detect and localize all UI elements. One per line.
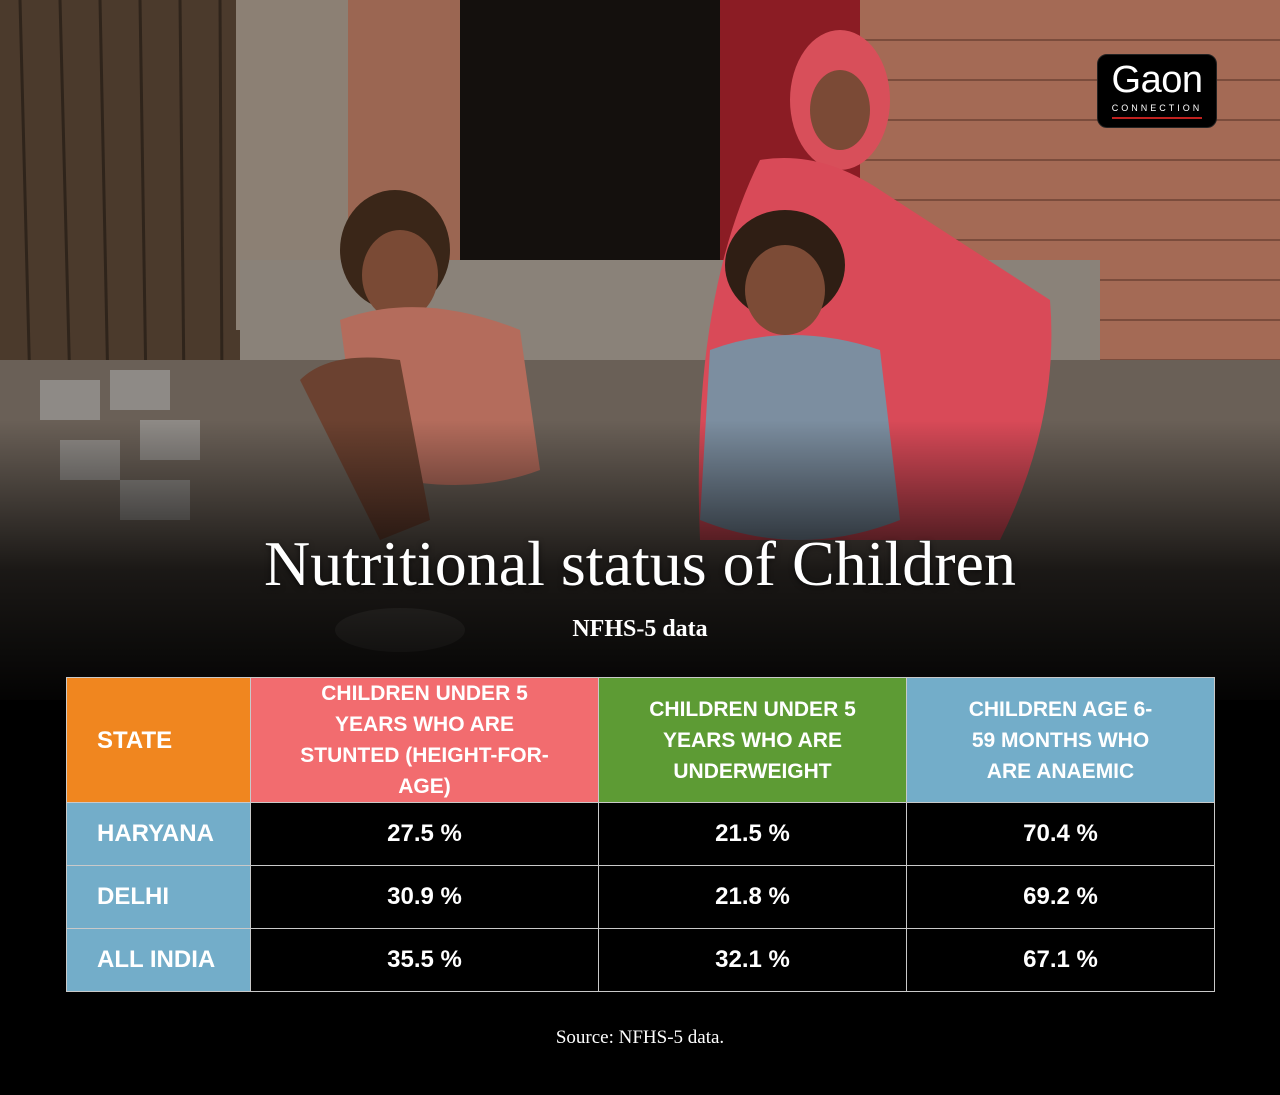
logo-subtitle: CONNECTION <box>1111 103 1203 113</box>
table-row: HARYANA 27.5 % 21.5 % 70.4 % <box>66 802 1215 866</box>
cell-underweight: 32.1 % <box>598 928 907 992</box>
header-stunted-text: CHILDREN UNDER 5 YEARS WHO ARE STUNTED (… <box>300 682 549 798</box>
cell-anaemic: 70.4 % <box>906 802 1215 866</box>
row-state: HARYANA <box>66 802 251 866</box>
photo-fade <box>0 420 1280 700</box>
chart-subtitle: NFHS-5 data <box>572 616 708 642</box>
row-state: ALL INDIA <box>66 928 251 992</box>
header-state: STATE <box>66 677 251 803</box>
logo-wordmark: Gaon <box>1111 59 1203 101</box>
gaon-connection-logo: Gaon CONNECTION <box>1097 54 1217 128</box>
cell-underweight: 21.8 % <box>598 865 907 929</box>
logo-underline <box>1112 117 1202 119</box>
header-stunted: CHILDREN UNDER 5 YEARS WHO ARE STUNTED (… <box>250 677 599 803</box>
header-underweight-text: CHILDREN UNDER 5 YEARS WHO ARE UNDERWEIG… <box>649 697 856 783</box>
header-anaemic-text: CHILDREN AGE 6-59 MONTHS WHO ARE ANAEMIC <box>968 697 1153 783</box>
cell-anaemic: 67.1 % <box>906 928 1215 992</box>
row-state: DELHI <box>66 865 251 929</box>
cell-stunted: 27.5 % <box>250 802 599 866</box>
header-underweight: CHILDREN UNDER 5 YEARS WHO ARE UNDERWEIG… <box>598 677 907 803</box>
table-row: DELHI 30.9 % 21.8 % 69.2 % <box>66 865 1215 929</box>
cell-stunted: 30.9 % <box>250 865 599 929</box>
table-row: ALL INDIA 35.5 % 32.1 % 67.1 % <box>66 928 1215 992</box>
chart-title: Nutritional status of Children <box>264 528 1016 599</box>
header-anaemic: CHILDREN AGE 6-59 MONTHS WHO ARE ANAEMIC <box>906 677 1215 803</box>
cell-stunted: 35.5 % <box>250 928 599 992</box>
nutrition-table: STATE CHILDREN UNDER 5 YEARS WHO ARE STU… <box>66 677 1215 992</box>
cell-anaemic: 69.2 % <box>906 865 1215 929</box>
table-header-row: STATE CHILDREN UNDER 5 YEARS WHO ARE STU… <box>66 677 1215 803</box>
source-note: Source: NFHS-5 data. <box>555 1027 725 1048</box>
background-photo <box>0 0 1280 700</box>
cell-underweight: 21.5 % <box>598 802 907 866</box>
